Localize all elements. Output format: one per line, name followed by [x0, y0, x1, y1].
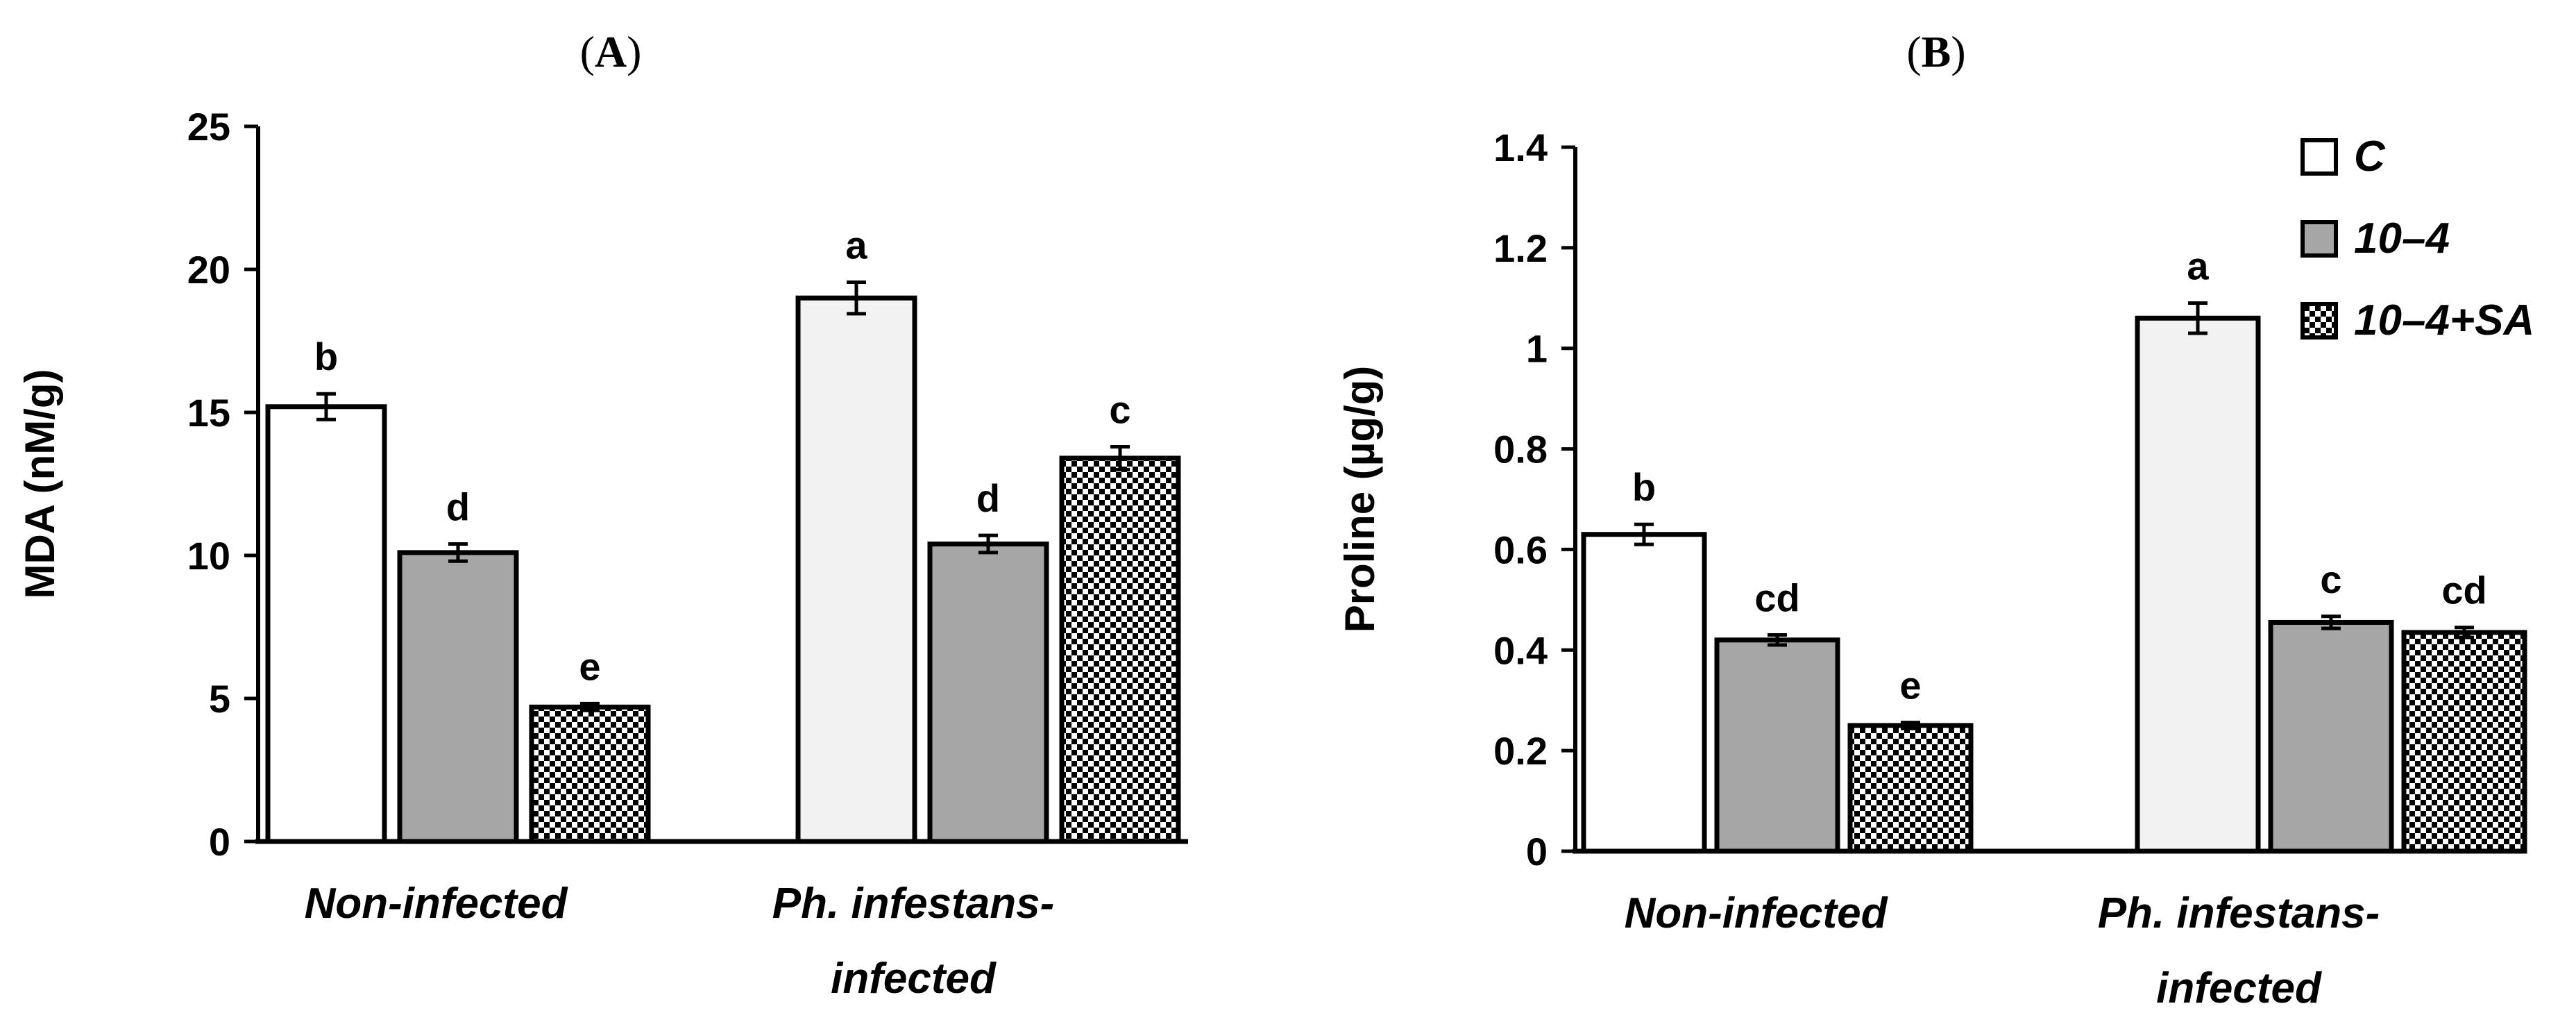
- data-label: e: [579, 644, 600, 688]
- y-tick-label: 0.8: [1493, 428, 1548, 471]
- y-tick-label: 0.4: [1493, 628, 1548, 672]
- bar: [397, 550, 519, 844]
- data-label: c: [2320, 558, 2341, 601]
- chart-panel-b: (B) 0 0.2 0.4 0.6 0.8 1 1.2 1.4 Proline (µg/g) b a c…: [1337, 27, 2527, 1012]
- bar: [927, 542, 1049, 844]
- x-category-label: infected: [831, 955, 997, 1003]
- y-tick-label: 20: [187, 248, 230, 292]
- x-category-label: Ph. infestans-: [772, 880, 1055, 928]
- bar: [1714, 637, 1840, 854]
- x-category-label: Non-infected: [305, 880, 568, 928]
- data-label: a: [2187, 244, 2209, 288]
- chart-panel-a: (A) 0 5 10 15 20 25 MDA (nM/g) b a d d e c Non-infecte…: [17, 27, 1188, 1003]
- bar: [2135, 315, 2261, 854]
- y-tick-label: 0: [1526, 830, 1548, 873]
- data-label: a: [845, 224, 867, 267]
- data-label: e: [1899, 664, 1921, 707]
- panel-label: (A): [580, 27, 642, 76]
- data-label: b: [1632, 465, 1656, 509]
- bar: [2268, 619, 2394, 854]
- bar: [1059, 455, 1181, 844]
- data-label: d: [976, 476, 1000, 520]
- y-tick-label: 25: [187, 105, 230, 149]
- bar: [1847, 723, 1974, 854]
- y-tick-label: 1.2: [1493, 226, 1548, 270]
- y-tick-label: 10: [187, 534, 230, 578]
- legend-swatch: [2300, 220, 2338, 258]
- bar: [2401, 630, 2527, 854]
- data-label: cd: [2441, 569, 2486, 612]
- y-axis-label: Proline (µg/g): [1337, 366, 1383, 633]
- data-label: d: [446, 485, 470, 529]
- y-tick-label: 0.2: [1493, 729, 1548, 773]
- legend-label: 10–4+SA: [2354, 296, 2534, 344]
- y-tick-label: 5: [209, 677, 230, 721]
- data-label: c: [1109, 387, 1130, 431]
- y-tick-label: 0.6: [1493, 528, 1548, 571]
- bar: [1581, 532, 1707, 854]
- legend-swatch: [2300, 302, 2338, 340]
- x-category-label: Non-infected: [1625, 889, 1888, 937]
- panel-label: (B): [1906, 27, 1965, 76]
- legend: C 10–4 10–4+SA: [2300, 133, 2534, 344]
- y-axis-label: MDA (nM/g): [17, 369, 63, 599]
- data-label: cd: [1754, 576, 1799, 620]
- bar: [795, 295, 917, 844]
- x-category-label: infected: [2156, 964, 2322, 1012]
- legend-swatch: [2300, 138, 2338, 176]
- bar: [529, 704, 651, 844]
- y-tick-label: 1: [1526, 327, 1548, 371]
- bar: [265, 404, 387, 844]
- x-category-label: Ph. infestans-: [2098, 889, 2380, 937]
- legend-label: C: [2354, 133, 2386, 181]
- legend-label: 10–4: [2354, 215, 2450, 262]
- data-label: b: [314, 335, 338, 378]
- y-tick-label: 1.4: [1493, 126, 1548, 169]
- y-tick-label: 0: [209, 820, 230, 864]
- y-tick-label: 15: [187, 391, 230, 435]
